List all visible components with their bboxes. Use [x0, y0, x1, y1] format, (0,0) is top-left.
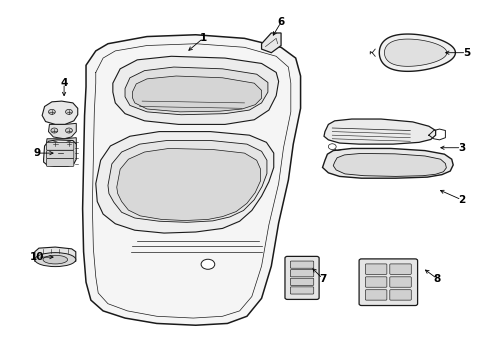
- FancyBboxPatch shape: [365, 264, 386, 274]
- FancyBboxPatch shape: [285, 256, 319, 300]
- FancyBboxPatch shape: [46, 158, 74, 166]
- FancyBboxPatch shape: [46, 142, 74, 150]
- Text: 5: 5: [462, 48, 469, 58]
- Polygon shape: [261, 33, 281, 53]
- Polygon shape: [117, 148, 260, 221]
- Text: 6: 6: [277, 17, 284, 27]
- Text: 3: 3: [457, 143, 464, 153]
- Text: 10: 10: [30, 252, 44, 262]
- Circle shape: [65, 141, 72, 147]
- Polygon shape: [82, 35, 300, 325]
- FancyBboxPatch shape: [365, 277, 386, 287]
- Polygon shape: [43, 140, 76, 166]
- FancyBboxPatch shape: [389, 264, 410, 274]
- Text: 1: 1: [199, 33, 206, 43]
- Circle shape: [52, 141, 59, 147]
- Polygon shape: [132, 76, 261, 112]
- Polygon shape: [384, 39, 446, 66]
- Polygon shape: [48, 123, 76, 139]
- Polygon shape: [35, 247, 76, 261]
- Circle shape: [48, 109, 55, 114]
- Text: 9: 9: [34, 148, 41, 158]
- Polygon shape: [322, 148, 452, 178]
- Polygon shape: [108, 140, 266, 222]
- Circle shape: [65, 128, 72, 133]
- Circle shape: [201, 259, 214, 269]
- Ellipse shape: [43, 255, 67, 264]
- FancyBboxPatch shape: [290, 270, 313, 277]
- Text: 2: 2: [457, 195, 464, 205]
- Polygon shape: [42, 101, 78, 125]
- FancyBboxPatch shape: [290, 287, 313, 294]
- Circle shape: [51, 128, 58, 133]
- Text: 8: 8: [432, 274, 440, 284]
- Polygon shape: [332, 153, 446, 176]
- FancyBboxPatch shape: [365, 290, 386, 300]
- FancyBboxPatch shape: [389, 290, 410, 300]
- Polygon shape: [96, 132, 273, 233]
- FancyBboxPatch shape: [389, 277, 410, 287]
- Text: 4: 4: [61, 78, 68, 88]
- Polygon shape: [46, 138, 76, 152]
- FancyBboxPatch shape: [290, 261, 313, 268]
- Polygon shape: [125, 67, 267, 115]
- Circle shape: [328, 144, 335, 149]
- Polygon shape: [324, 119, 435, 144]
- Ellipse shape: [35, 253, 76, 267]
- FancyBboxPatch shape: [358, 259, 417, 306]
- Polygon shape: [379, 34, 454, 71]
- Circle shape: [65, 109, 72, 114]
- Text: 7: 7: [318, 274, 325, 284]
- Polygon shape: [113, 56, 278, 125]
- FancyBboxPatch shape: [290, 278, 313, 285]
- FancyBboxPatch shape: [46, 150, 74, 158]
